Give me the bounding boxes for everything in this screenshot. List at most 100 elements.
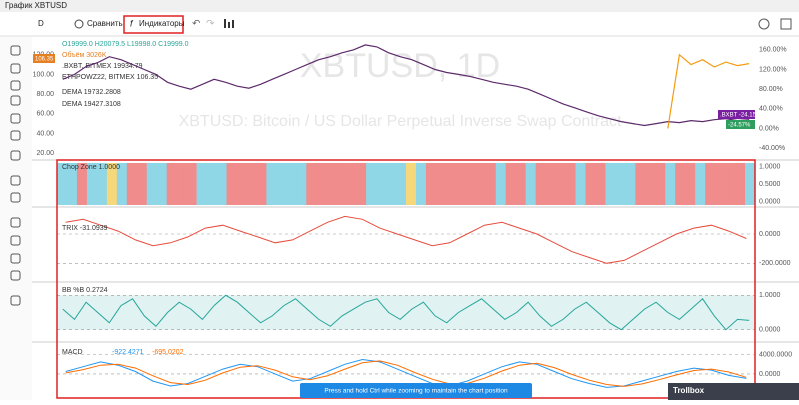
badge bbox=[726, 120, 755, 129]
chop-bar bbox=[57, 163, 68, 205]
chop-bar bbox=[76, 163, 88, 205]
chop-bar bbox=[565, 163, 576, 205]
chop-bar bbox=[705, 163, 716, 205]
watermark-description: XBTUSD: Bitcoin / US Dollar Perpetual In… bbox=[179, 113, 622, 130]
chop-bar bbox=[575, 163, 586, 205]
y-tick-label: 0.5000 bbox=[759, 181, 781, 188]
legend-ethpow: ETHPOWZ22, BITMEX 106.35 bbox=[62, 74, 158, 81]
chop-bar bbox=[286, 163, 297, 205]
tool-icon bbox=[10, 80, 21, 91]
pane-label: TRIX -31.0939 bbox=[62, 225, 108, 232]
fx-icon: f bbox=[130, 18, 134, 28]
chop-bar bbox=[585, 163, 596, 205]
y-tick-label: 0.0000 bbox=[759, 371, 781, 378]
chart-type-part bbox=[232, 20, 234, 28]
macd-value: -695.0202 bbox=[152, 349, 184, 356]
series-line bbox=[62, 294, 750, 331]
chop-bar bbox=[515, 163, 526, 205]
pane-label: Chop Zone 1.0000 bbox=[62, 164, 120, 171]
chop-bar bbox=[635, 163, 646, 205]
chop-bar bbox=[96, 163, 108, 205]
chop-bar bbox=[535, 163, 546, 205]
pane-label: BB %B 0.2724 bbox=[62, 287, 108, 294]
chop-bar bbox=[356, 163, 367, 205]
tooltip-box bbox=[300, 383, 532, 398]
y-tick-label: 60.00 bbox=[36, 111, 54, 118]
chop-bar bbox=[435, 163, 447, 205]
chop-bar bbox=[605, 163, 616, 205]
chop-bar bbox=[595, 163, 606, 205]
badge bbox=[33, 54, 55, 63]
tool-icon bbox=[10, 175, 21, 186]
compare-button[interactable]: Сравнить bbox=[87, 19, 123, 28]
redo[interactable]: ↷ bbox=[206, 19, 215, 30]
y-tick-label: -200.0000 bbox=[759, 260, 791, 267]
tool-icon bbox=[10, 63, 21, 74]
tool-icon bbox=[10, 95, 21, 106]
chop-bar bbox=[645, 163, 656, 205]
series-line bbox=[65, 215, 747, 264]
settings[interactable] bbox=[758, 18, 770, 30]
y-tick-label: 0.0000 bbox=[759, 198, 781, 205]
chop-bar bbox=[126, 163, 138, 205]
tool-icon bbox=[10, 217, 21, 228]
chop-bar bbox=[445, 163, 457, 205]
chop-bar bbox=[106, 163, 118, 205]
undo[interactable]: ↶ bbox=[192, 19, 200, 30]
y-tick-label: 40.00 bbox=[36, 130, 54, 137]
chart-type[interactable] bbox=[224, 19, 226, 28]
trollbox-bar[interactable] bbox=[668, 383, 799, 400]
chop-bar bbox=[176, 163, 187, 205]
chop-bar bbox=[266, 163, 277, 205]
y-tick-label: 1.0000 bbox=[759, 292, 781, 299]
series-line bbox=[65, 358, 747, 388]
chop-bar bbox=[86, 163, 98, 205]
y-tick-label: 0.0000 bbox=[759, 327, 781, 334]
chop-bar bbox=[665, 163, 676, 205]
chop-bar bbox=[66, 163, 78, 205]
legend-dema1: DEMA 19732.2808 bbox=[62, 89, 121, 96]
plot: 120.00100.0080.0060.0040.0020.00160.00%1… bbox=[32, 44, 799, 388]
tool-icon bbox=[10, 253, 21, 264]
chop-bar bbox=[695, 163, 706, 205]
chop-bar bbox=[216, 163, 227, 205]
indicators-button[interactable]: Индикаторы bbox=[139, 19, 185, 28]
compare-icon bbox=[74, 19, 84, 29]
fullscreen[interactable] bbox=[780, 18, 792, 30]
chop-bar bbox=[485, 163, 497, 205]
chop-bar bbox=[246, 163, 257, 205]
indicators-highlight bbox=[123, 15, 184, 34]
series-line bbox=[65, 360, 747, 387]
chop-bar bbox=[455, 163, 467, 205]
chop-bar bbox=[156, 163, 167, 205]
window-title: График XBTUSD bbox=[5, 1, 67, 10]
chop-bar bbox=[545, 163, 556, 205]
chop-bar bbox=[346, 163, 357, 205]
y-tick-label: 120.00% bbox=[759, 66, 787, 73]
tool-icon bbox=[10, 270, 21, 281]
watermark-symbol: XBTUSD, 1D bbox=[300, 47, 500, 85]
y-tick-label: 1.0000 bbox=[759, 163, 781, 170]
chop-bar bbox=[625, 163, 636, 205]
y-tick-label: 160.00% bbox=[759, 47, 787, 54]
chop-bar bbox=[226, 163, 237, 205]
chop-bar bbox=[425, 163, 437, 205]
pane-label: MACD bbox=[62, 349, 83, 356]
badge-eth: -24.57% bbox=[728, 123, 751, 129]
tool-icon bbox=[10, 235, 21, 246]
chop-bar bbox=[396, 163, 407, 205]
badge-left: 106.35 bbox=[35, 57, 54, 63]
y-tick-label: 80.00 bbox=[36, 91, 54, 98]
chop-bar bbox=[725, 163, 736, 205]
chop-bar bbox=[415, 163, 427, 205]
y-tick-label: 80.00% bbox=[759, 86, 783, 93]
interval-button[interactable]: D bbox=[38, 19, 44, 28]
chop-bar bbox=[186, 163, 197, 205]
legend-volume: Объём 3026K bbox=[62, 51, 107, 59]
chop-bar bbox=[166, 163, 177, 205]
trollbox[interactable]: Trollbox bbox=[673, 386, 705, 395]
tool-icon bbox=[10, 192, 21, 203]
series-line bbox=[62, 44, 750, 127]
y-tick-label: 40.00% bbox=[759, 106, 783, 113]
chop-bar bbox=[196, 163, 207, 205]
